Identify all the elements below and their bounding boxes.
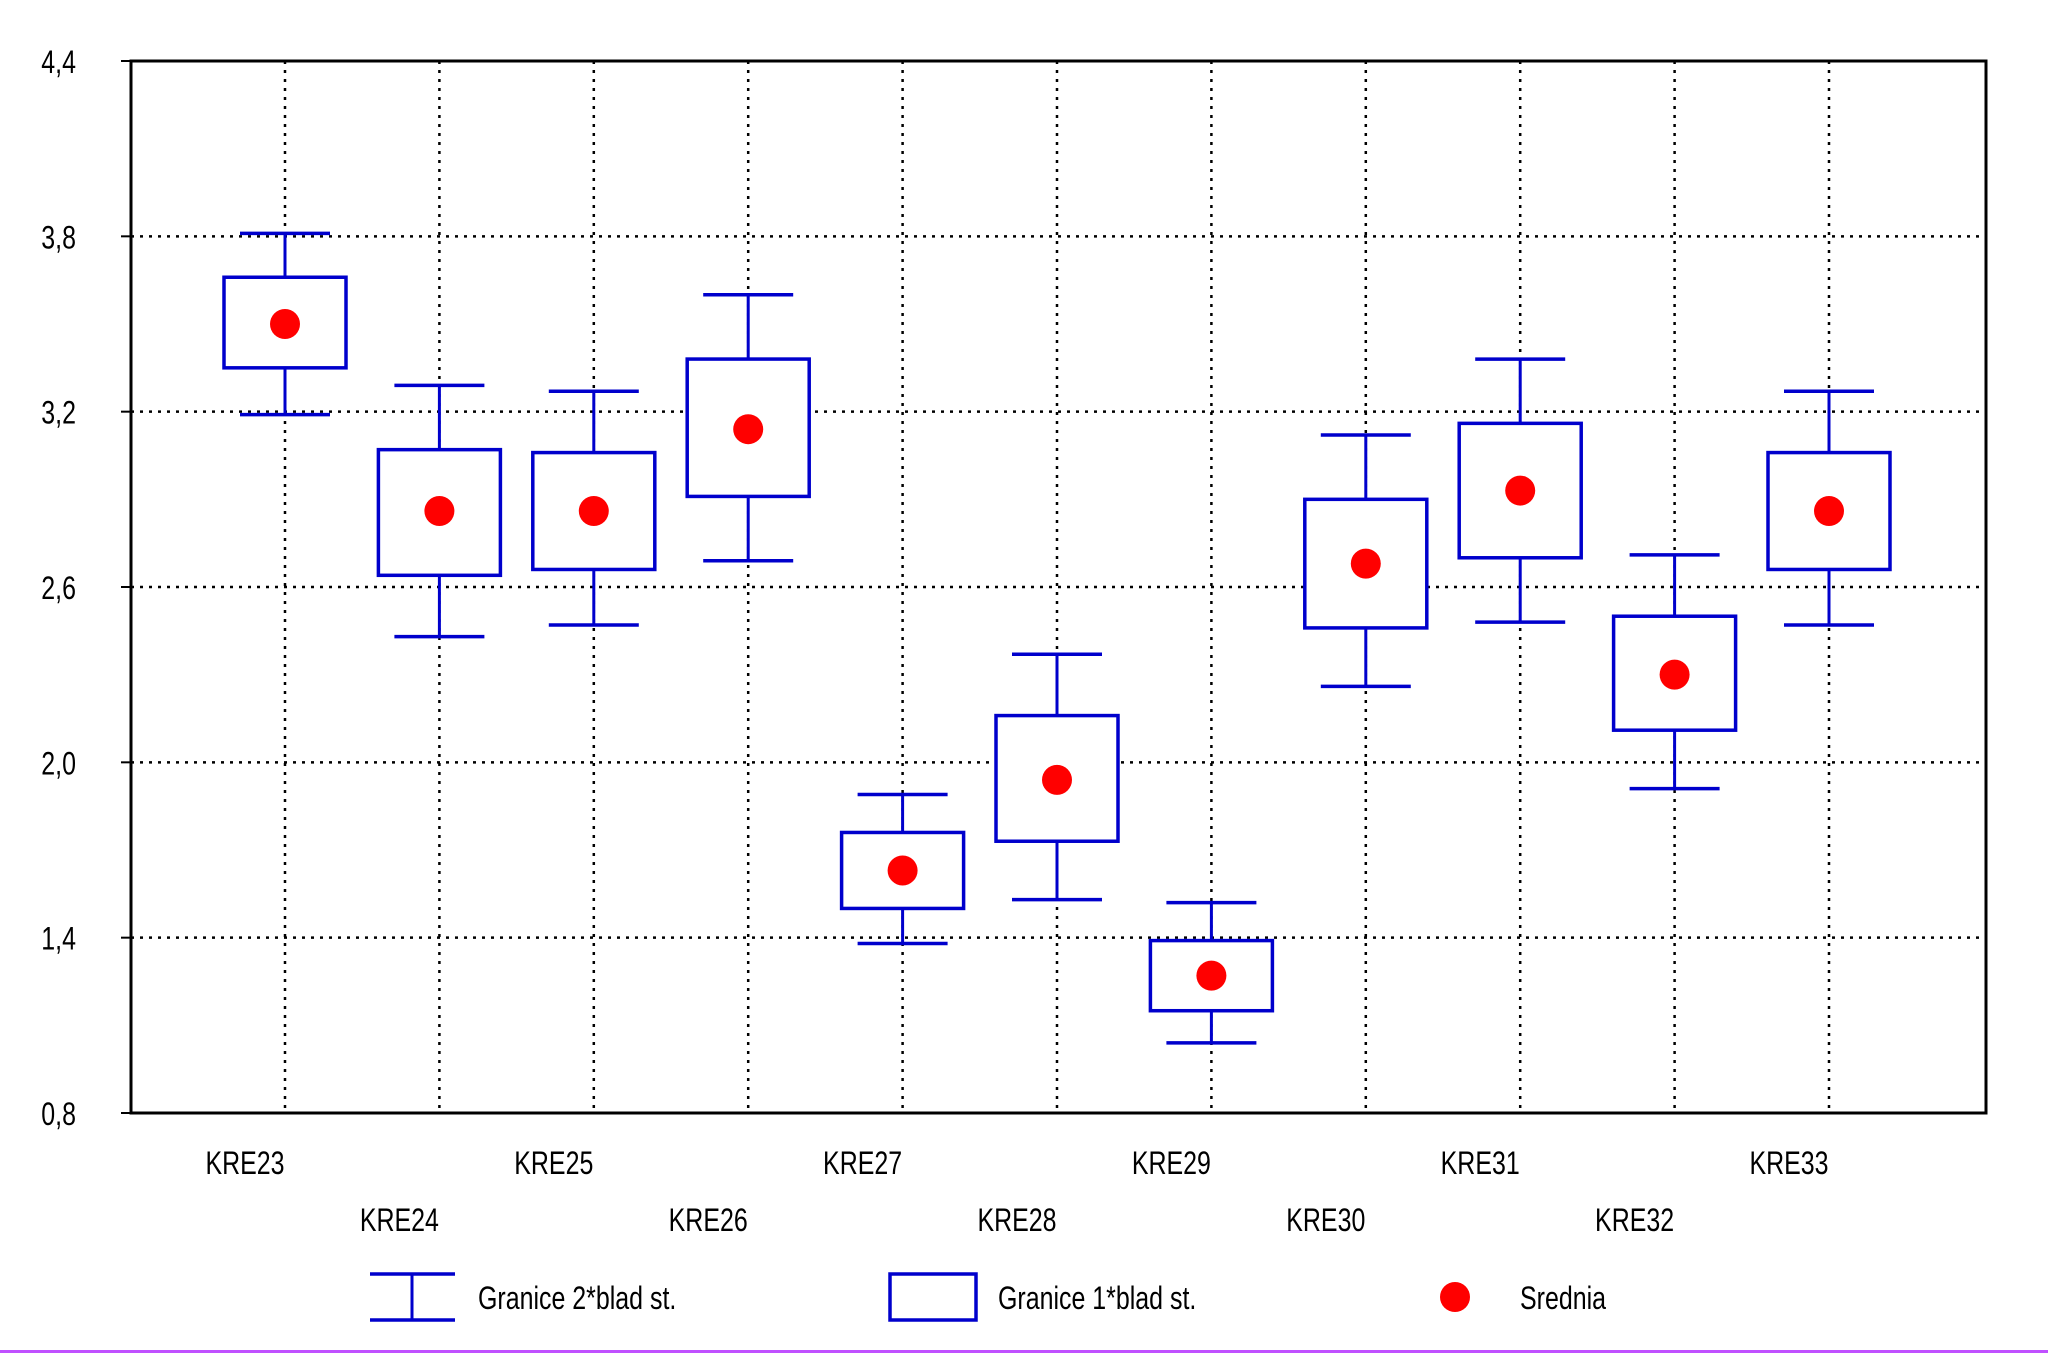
mean-dot <box>1659 659 1690 690</box>
y-tick-label: 1,4 <box>41 922 76 958</box>
y-tick-label: 0,8 <box>41 1097 76 1133</box>
y-tick-label: 2,6 <box>41 571 76 607</box>
plot-frame <box>129 59 1988 1115</box>
x-tick-label: KRE28 <box>977 1203 1056 1239</box>
x-tick-label: KRE29 <box>1132 1146 1211 1182</box>
se-box <box>839 830 966 911</box>
legend-label: Srednia <box>1520 1281 1606 1317</box>
x-tick-label: KRE33 <box>1749 1146 1828 1182</box>
x-tick-label: KRE26 <box>669 1203 748 1239</box>
mean-dot <box>1814 496 1844 527</box>
legend-box-icon <box>888 1272 978 1322</box>
y-tick-label: 4,4 <box>41 45 76 81</box>
x-tick-label: KRE30 <box>1286 1203 1365 1239</box>
x-tick-label: KRE27 <box>823 1146 902 1182</box>
mean-dot <box>270 309 300 339</box>
legend-dot-icon <box>1440 1282 1470 1312</box>
mean-dot <box>578 496 609 527</box>
mean-dot <box>1196 960 1227 991</box>
x-tick-label: KRE23 <box>205 1146 284 1182</box>
legend-label: Granice 2*blad st. <box>478 1281 676 1317</box>
mean-dot <box>424 496 455 527</box>
y-tick-label: 2,0 <box>41 746 76 782</box>
mean-dot <box>887 855 918 886</box>
mean-dot <box>1505 475 1536 506</box>
y-tick-label: 3,2 <box>41 396 76 432</box>
bottom-border <box>0 1350 2048 1353</box>
x-tick-label: KRE24 <box>360 1203 439 1239</box>
x-tick-label: KRE31 <box>1441 1146 1520 1182</box>
mean-dot <box>1042 764 1072 795</box>
legend-label: Granice 1*blad st. <box>998 1281 1196 1317</box>
mean-dot <box>1350 548 1381 579</box>
x-tick-label: KRE25 <box>514 1146 593 1182</box>
y-tick-label: 3,8 <box>41 220 76 256</box>
x-tick-label: KRE32 <box>1595 1203 1674 1239</box>
mean-dot <box>733 414 764 445</box>
